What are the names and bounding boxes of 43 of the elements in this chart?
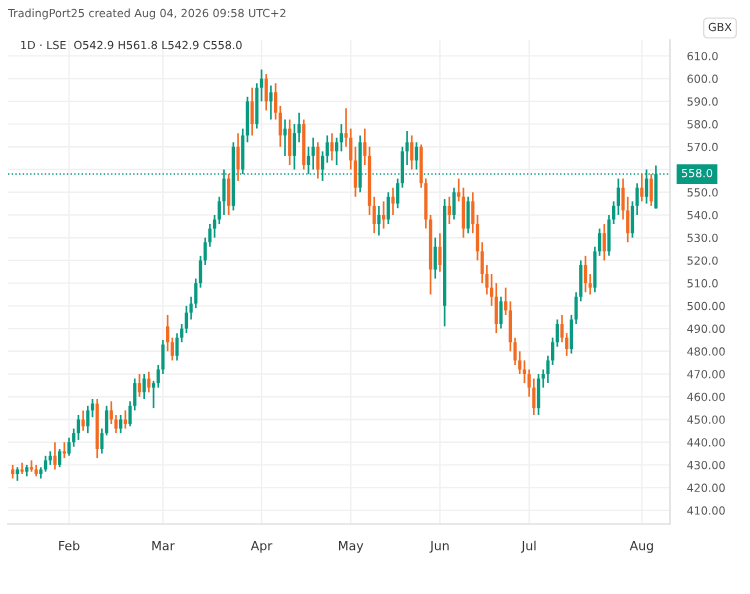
candlestick (81, 409, 85, 432)
candlestick (53, 441, 57, 471)
candlestick (250, 86, 254, 137)
candlestick (466, 195, 470, 234)
candlestick (109, 400, 113, 425)
candlestick (147, 370, 151, 394)
candlestick (269, 84, 273, 121)
candlestick (76, 414, 81, 441)
candlestick (58, 448, 62, 469)
candlestick (330, 132, 334, 162)
candlestick (86, 405, 90, 434)
candlestick (283, 118, 287, 157)
candlestick (381, 200, 386, 230)
candlestick (433, 236, 437, 280)
candlestick (532, 377, 536, 416)
candlestick (316, 141, 320, 180)
candlestick (67, 436, 71, 457)
candlestick (119, 414, 123, 434)
candlestick (165, 314, 170, 353)
candlestick (123, 409, 128, 430)
candlestick (95, 398, 99, 459)
candlestick (227, 173, 231, 216)
candlestick (447, 195, 451, 225)
candlestick (583, 255, 588, 294)
candlestick (494, 282, 498, 334)
candlestick (602, 223, 606, 262)
candlestick (236, 132, 240, 182)
candlestick (377, 205, 381, 237)
candlestick (499, 295, 503, 330)
candlestick (461, 186, 466, 239)
candlestick (410, 134, 414, 171)
candlestick (175, 332, 179, 362)
candlestick (391, 186, 395, 216)
candlestick (137, 373, 142, 398)
candlestick (288, 118, 292, 166)
candlestick (536, 373, 541, 416)
candlestick (386, 191, 390, 225)
candlestick (452, 186, 456, 221)
candlestick (616, 177, 620, 216)
candlestick (184, 305, 189, 334)
candlestick (438, 232, 442, 273)
candlestick (640, 173, 644, 203)
candlestick (302, 118, 306, 171)
